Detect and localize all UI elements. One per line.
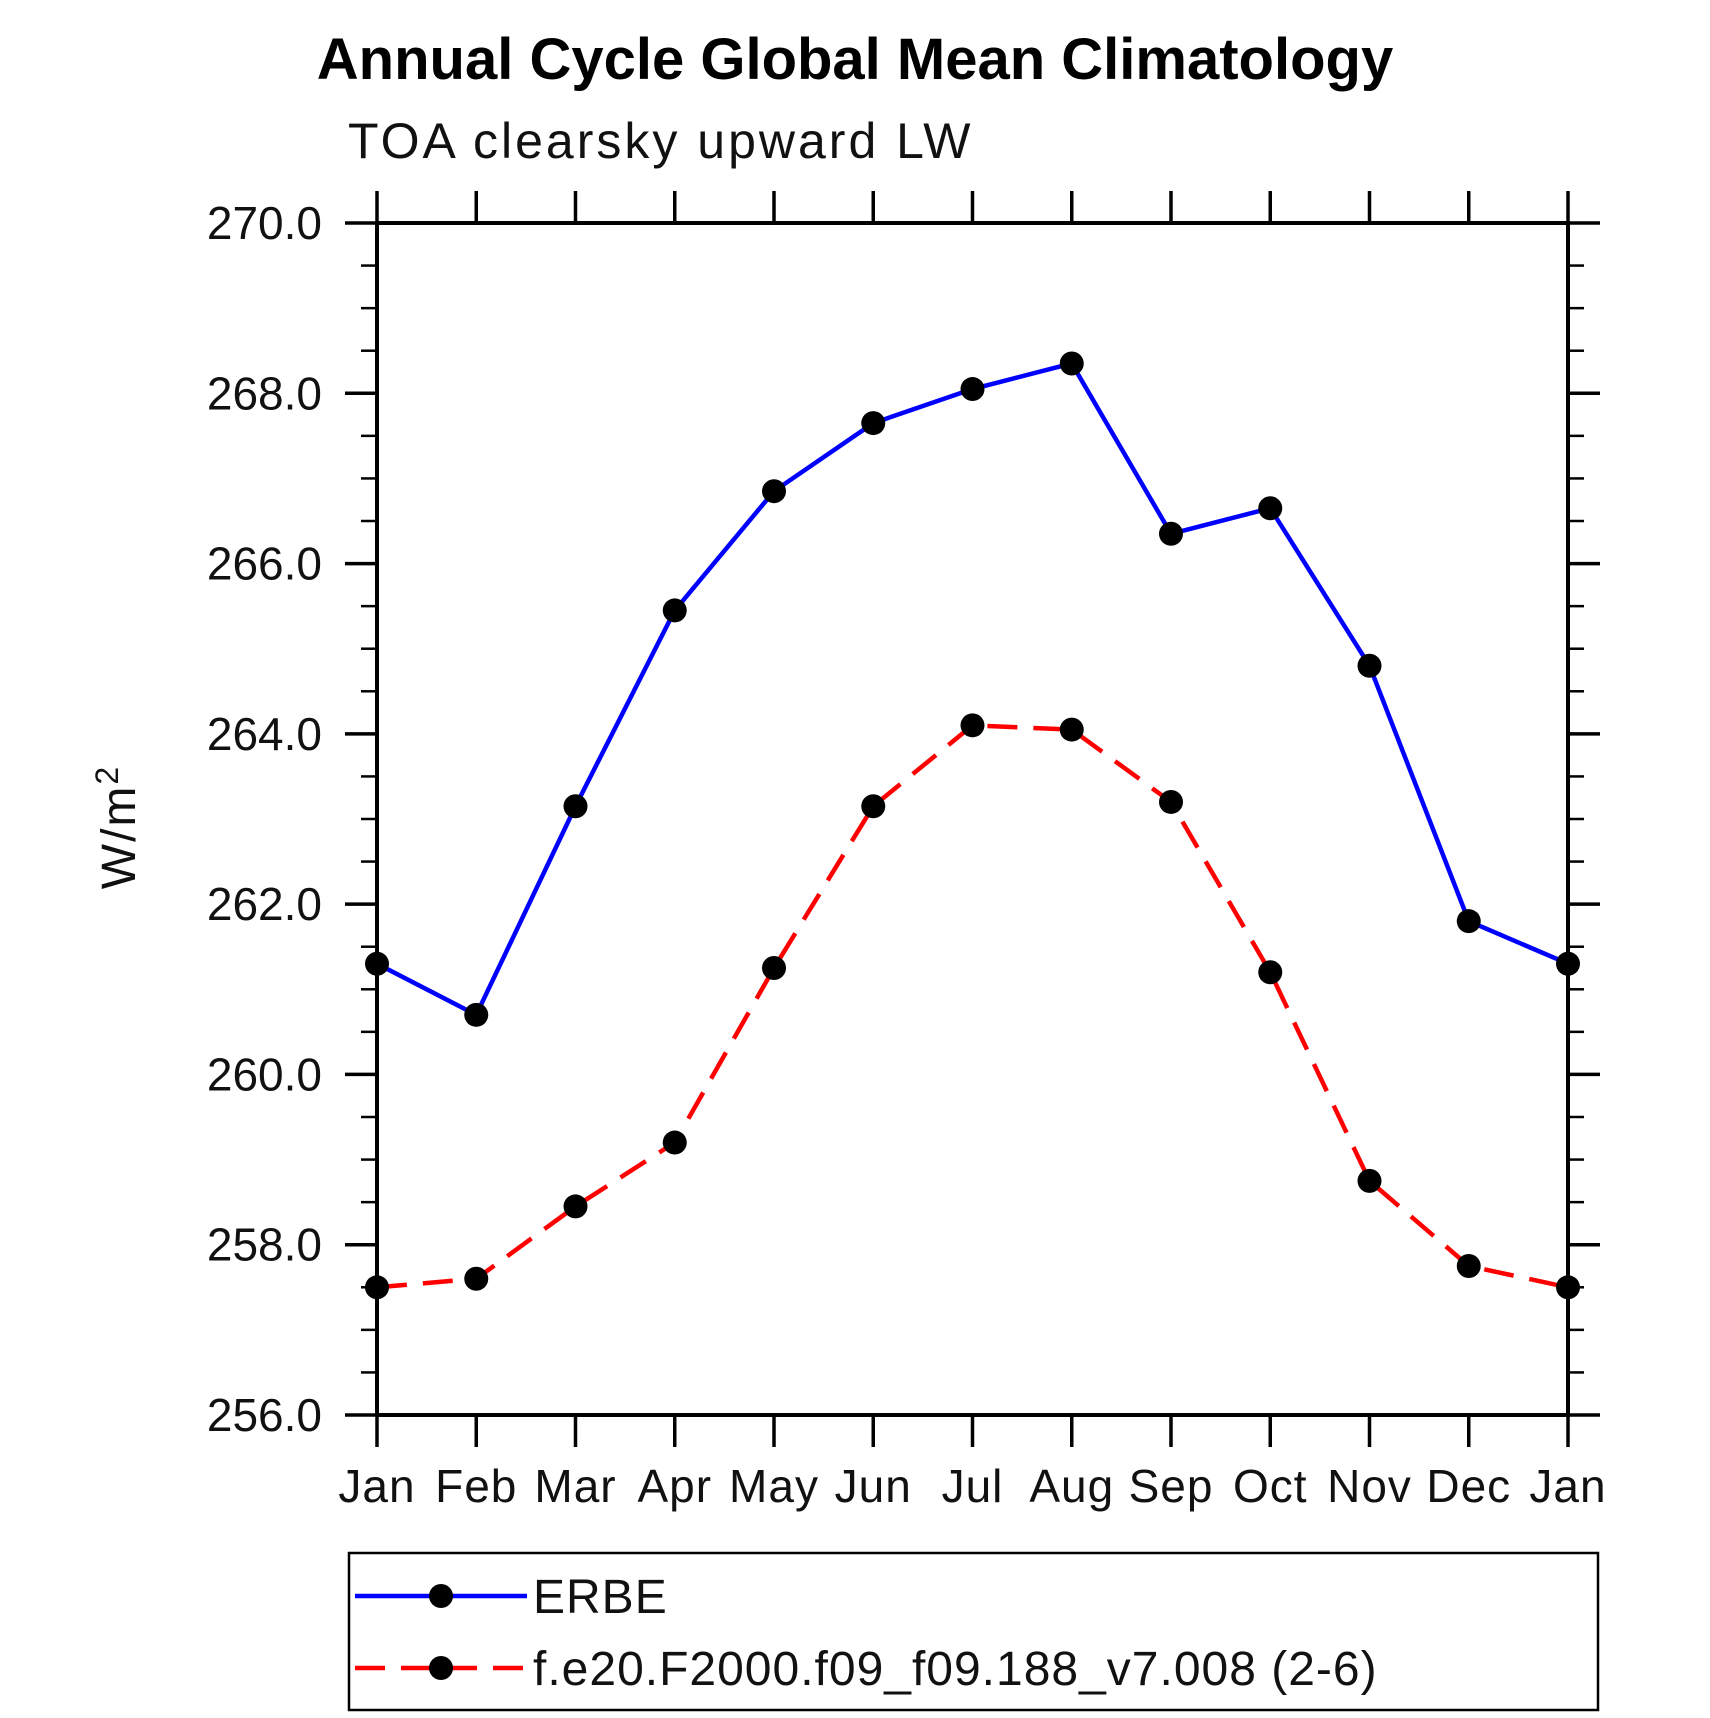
erbe-data-point-marker bbox=[861, 411, 886, 436]
y-tick-label: 258.0 bbox=[207, 1219, 322, 1271]
erbe-data-point-marker bbox=[365, 951, 389, 976]
x-tick-label: Oct bbox=[1233, 1460, 1308, 1512]
y-tick-label: 264.0 bbox=[207, 708, 322, 760]
x-tick-label: Sep bbox=[1129, 1460, 1214, 1512]
model-data-point-marker bbox=[960, 713, 985, 738]
model-series-line bbox=[376, 723, 1569, 1290]
erbe-data-point-marker bbox=[662, 598, 687, 623]
erbe-data-point-marker bbox=[1059, 351, 1084, 376]
y-tick-label: 262.0 bbox=[207, 878, 322, 930]
model-data-point-marker bbox=[861, 794, 886, 819]
model-data-point-marker bbox=[1456, 1254, 1481, 1278]
x-tick-label: Dec bbox=[1426, 1460, 1511, 1512]
legend-label-model: f.e20.F2000.f09_f09.188_v7.008 (2-6) bbox=[533, 1643, 1378, 1696]
model-data-point-marker bbox=[1159, 789, 1183, 814]
y-axis-label: W/m2 bbox=[89, 765, 147, 889]
y-tick-label: 270.0 bbox=[207, 197, 322, 249]
model-data-point-marker bbox=[1357, 1168, 1382, 1193]
x-tick-label: Jan bbox=[1529, 1460, 1606, 1512]
erbe-data-point-marker bbox=[1357, 653, 1382, 678]
y-tick-label: 256.0 bbox=[207, 1389, 322, 1441]
x-tick-label: Jun bbox=[835, 1460, 912, 1512]
x-tick-label: Aug bbox=[1029, 1460, 1114, 1512]
erbe-data-point-marker bbox=[1556, 951, 1580, 976]
model-data-point-marker bbox=[762, 956, 786, 980]
erbe-data-point-marker bbox=[563, 794, 588, 819]
y-tick-label: 266.0 bbox=[207, 538, 322, 590]
x-tick-label: Apr bbox=[637, 1460, 712, 1512]
x-tick-label: Jul bbox=[942, 1460, 1004, 1512]
erbe-data-point-marker bbox=[762, 479, 786, 504]
model-data-point-marker bbox=[662, 1130, 687, 1155]
model-data-point-marker bbox=[1556, 1275, 1580, 1300]
x-tick-label: Jan bbox=[338, 1460, 415, 1512]
x-tick-label: Nov bbox=[1327, 1460, 1412, 1512]
erbe-data-point-marker bbox=[1456, 909, 1481, 934]
erbe-data-point-marker bbox=[1258, 496, 1283, 521]
model-data-point-marker bbox=[464, 1266, 489, 1291]
model-data-point-marker bbox=[365, 1275, 389, 1300]
legend-label-erbe: ERBE bbox=[533, 1571, 668, 1624]
legend-box bbox=[347, 1551, 1600, 1712]
x-tick-label: Mar bbox=[534, 1460, 616, 1512]
x-tick-label: Feb bbox=[435, 1460, 517, 1512]
model-data-point-marker bbox=[1258, 960, 1283, 985]
y-axis-label-exponent: 2 bbox=[89, 764, 125, 785]
y-tick-label: 268.0 bbox=[207, 367, 322, 419]
legend-sample-marker-erbe bbox=[429, 1584, 453, 1608]
y-tick-label: 260.0 bbox=[207, 1048, 322, 1100]
erbe-data-point-marker bbox=[1159, 521, 1183, 546]
legend-sample-marker-model bbox=[429, 1656, 453, 1680]
chart-title: Annual Cycle Global Mean Climatology bbox=[316, 27, 1394, 92]
model-data-point-marker bbox=[1059, 717, 1084, 742]
model-data-point-marker bbox=[563, 1194, 588, 1219]
x-tick-label: May bbox=[729, 1460, 819, 1512]
plot-border bbox=[375, 221, 1570, 1417]
erbe-data-point-marker bbox=[464, 1002, 489, 1027]
y-axis-label-base: W/m bbox=[93, 784, 146, 890]
erbe-data-point-marker bbox=[960, 377, 985, 402]
erbe-series-line bbox=[375, 361, 1569, 1018]
chart-subtitle: TOA clearsky upward LW bbox=[348, 113, 974, 169]
